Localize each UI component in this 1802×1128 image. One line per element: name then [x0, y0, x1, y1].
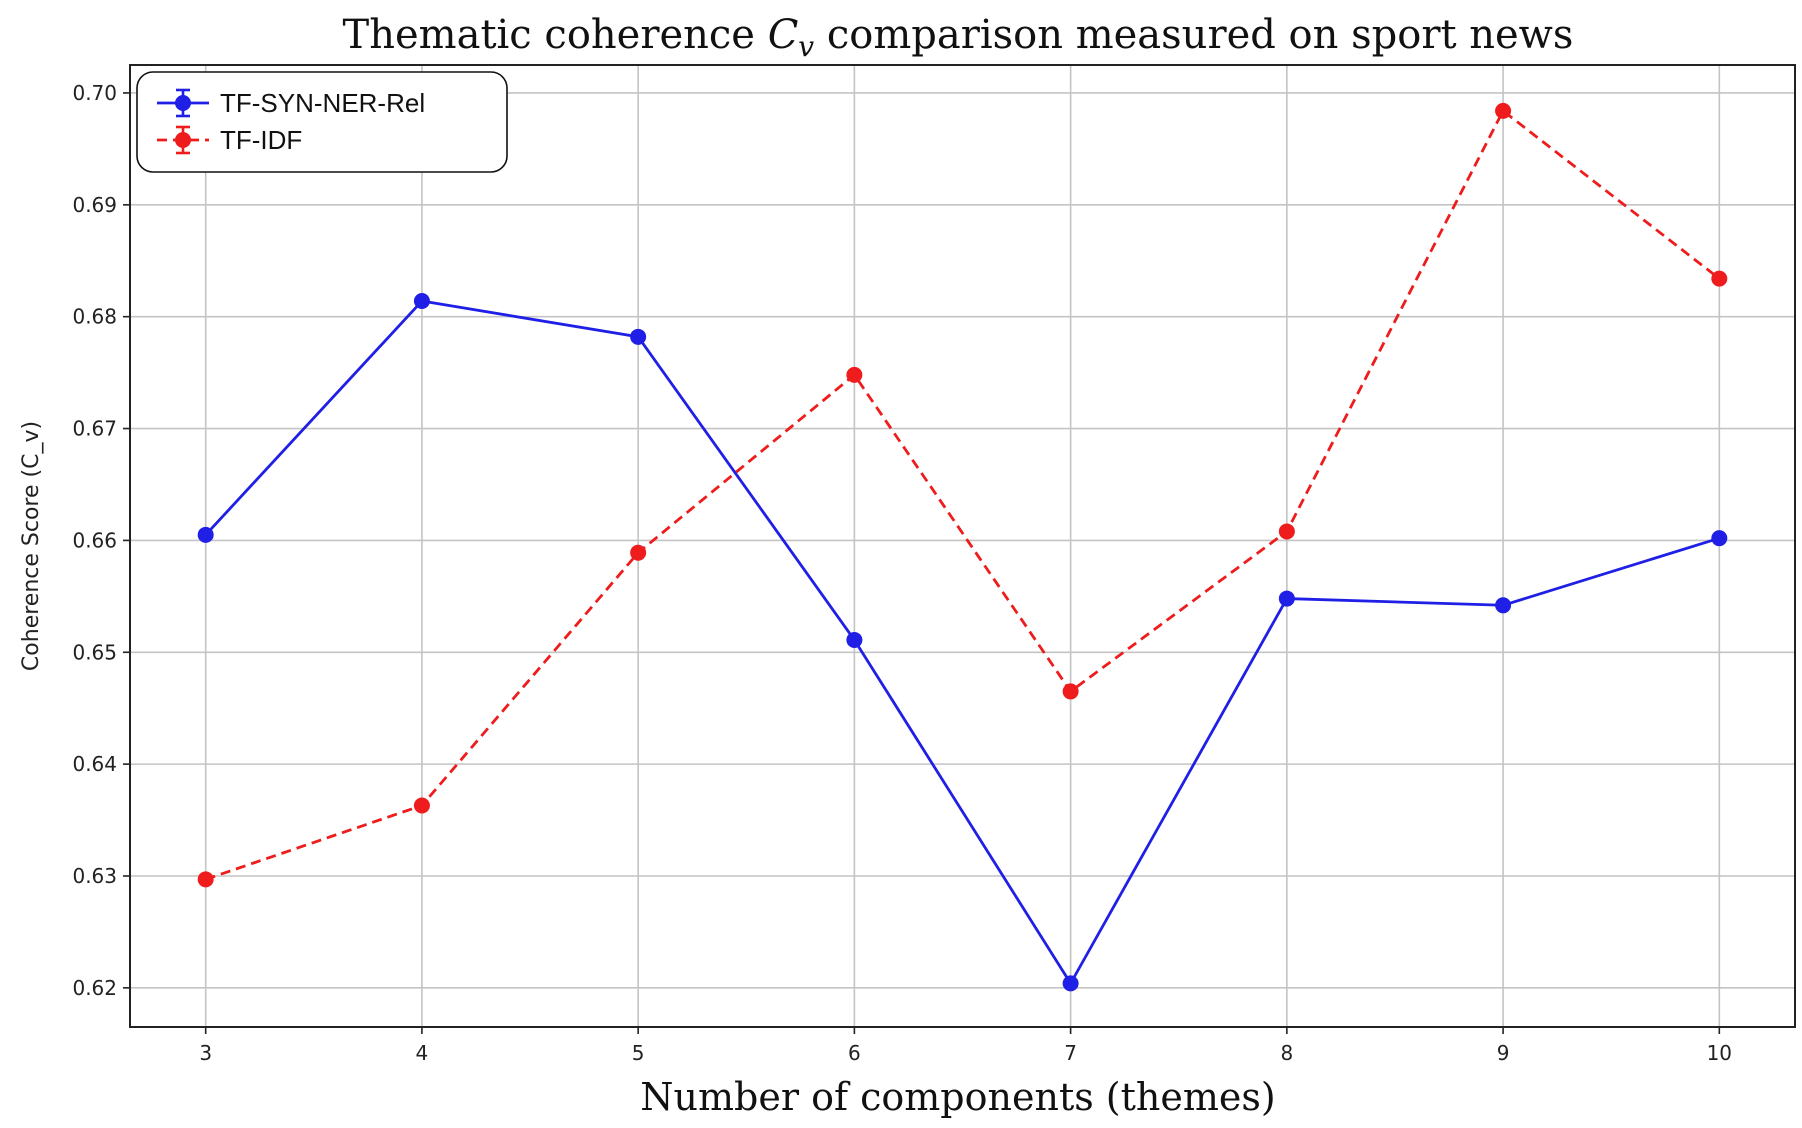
- data-point: [197, 526, 214, 543]
- data-point: [1711, 270, 1728, 287]
- axes-frame: [129, 64, 1796, 1028]
- legend-entry: TF-IDF: [157, 125, 302, 155]
- grid: [130, 65, 1795, 1027]
- x-tick-label: 6: [848, 1041, 861, 1065]
- y-tick-label: 0.70: [72, 81, 117, 105]
- legend: TF-SYN-NER-Rel TF-IDF: [136, 71, 508, 173]
- data-point: [1062, 683, 1079, 700]
- x-tick-label: 4: [416, 1041, 429, 1065]
- x-tick-label: 9: [1497, 1041, 1510, 1065]
- y-tick-label: 0.62: [72, 976, 117, 1000]
- legend-label: TF-SYN-NER-Rel: [220, 88, 425, 118]
- chart-title-symbol: C: [768, 12, 799, 58]
- data-point: [1278, 590, 1295, 607]
- data-point: [1495, 102, 1512, 119]
- x-tick-label: 5: [632, 1041, 645, 1065]
- x-tick-label: 10: [1707, 1041, 1732, 1065]
- data-point: [413, 293, 430, 310]
- data-point: [846, 631, 863, 648]
- y-tick-label: 0.63: [72, 864, 117, 888]
- legend-label: TF-IDF: [220, 125, 302, 155]
- series-layer: [197, 102, 1728, 992]
- chart-title-subscript: v: [798, 30, 814, 63]
- x-tick-label: 8: [1280, 1041, 1293, 1065]
- legend-box: [136, 71, 508, 173]
- x-axis-label: Number of components (themes): [640, 1075, 1275, 1119]
- series-line: [205, 109, 1721, 881]
- y-tick-label: 0.66: [72, 528, 117, 552]
- data-point: [630, 328, 647, 345]
- chart-title-prefix: Thematic coherence: [343, 12, 768, 58]
- series-1: [197, 102, 1728, 888]
- legend-entry: TF-SYN-NER-Rel: [157, 88, 425, 118]
- legend-marker: [175, 132, 191, 148]
- y-tick-label: 0.64: [72, 752, 117, 776]
- x-tick-label: 3: [199, 1041, 212, 1065]
- data-point: [413, 797, 430, 814]
- data-point: [1278, 523, 1295, 540]
- y-axis-label: Coherence Score (C_v): [19, 421, 44, 671]
- x-tick-label: 7: [1064, 1041, 1077, 1065]
- chart-title-suffix: comparison measured on sport news: [814, 12, 1573, 58]
- legend-marker: [175, 95, 191, 111]
- ticks: 3 4 5 6 7 8 9 10 0.62 0.63 0.64 0.65 0.66 0.67 0.68 0.6…: [72, 81, 1732, 1065]
- y-tick-label: 0.68: [72, 305, 117, 329]
- data-point: [197, 871, 214, 888]
- chart-title: Thematic coherence Cv comparison measure…: [343, 12, 1574, 63]
- data-point: [1711, 530, 1728, 547]
- y-tick-label: 0.69: [72, 193, 117, 217]
- data-point: [1495, 597, 1512, 614]
- data-point: [630, 544, 647, 561]
- y-tick-label: 0.65: [72, 640, 117, 664]
- series-line: [204, 299, 1720, 985]
- series-0: [197, 293, 1728, 992]
- y-tick-label: 0.67: [72, 417, 117, 441]
- data-point: [1062, 975, 1079, 992]
- data-point: [846, 366, 863, 383]
